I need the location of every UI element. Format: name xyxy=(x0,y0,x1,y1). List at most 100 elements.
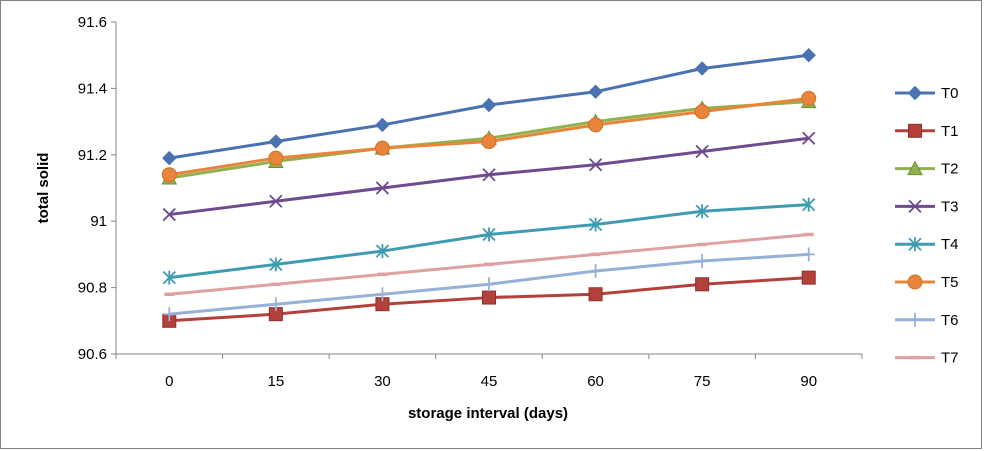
series-t0 xyxy=(162,47,816,166)
legend-label: T0 xyxy=(941,85,959,102)
series-t4-point xyxy=(482,227,496,242)
series-t0-point-shape xyxy=(375,117,390,133)
series-t1-point-shape xyxy=(588,287,603,302)
y-tick-label: 91.4 xyxy=(78,80,107,97)
legend-label: T3 xyxy=(941,198,959,215)
series-t3-point xyxy=(162,207,176,222)
series-t4-point xyxy=(802,197,816,212)
legend-item-t5: T5 xyxy=(895,274,959,291)
x-tick-label: 45 xyxy=(481,373,498,390)
series-t6-point xyxy=(589,264,602,278)
series-t4-point xyxy=(695,204,709,219)
legend-marker-stroke-b xyxy=(908,199,922,214)
series-t0-point-shape xyxy=(588,84,603,99)
legend-label: T5 xyxy=(941,274,959,291)
series-t1-point-shape xyxy=(482,290,496,305)
series-t5-point xyxy=(268,150,284,166)
series-t3-point-stroke-b xyxy=(802,131,816,145)
legend-item-t1: T1 xyxy=(895,123,959,140)
series-t0-point-shape xyxy=(694,61,710,76)
y-tick-label: 90.6 xyxy=(78,346,107,363)
legend-marker xyxy=(909,312,921,327)
y-tick-label: 91 xyxy=(90,213,107,230)
series-t6 xyxy=(163,247,815,322)
series-t0-point xyxy=(694,61,710,76)
legend-marker xyxy=(908,237,922,252)
legend-marker xyxy=(907,160,923,176)
series-layer xyxy=(161,47,817,328)
legend-item-t7: T7 xyxy=(895,350,959,367)
series-t4-point xyxy=(588,217,603,232)
series-t1-point xyxy=(482,290,496,305)
series-t4-point xyxy=(375,244,390,259)
series-t0-point xyxy=(162,150,177,166)
series-t3-point-stroke-b xyxy=(588,158,603,172)
series-t3-point xyxy=(375,181,390,195)
series-t5-point xyxy=(801,90,817,106)
legend-item-t0: T0 xyxy=(895,85,959,102)
series-t3-point-stroke-b xyxy=(269,194,283,208)
series-t1-point xyxy=(695,277,710,292)
series-t1-point-shape xyxy=(801,270,816,285)
series-t6-point xyxy=(376,287,389,302)
series-t6-point xyxy=(802,247,815,262)
y-axis-title: total solid xyxy=(35,153,52,224)
legend-marker xyxy=(908,199,922,214)
series-t3-point-stroke-b xyxy=(375,181,390,195)
series-t3-point-stroke-b xyxy=(162,207,176,222)
series-t6-point xyxy=(483,277,495,292)
series-t0-point xyxy=(801,47,816,63)
series-t6-point xyxy=(269,297,282,312)
legend-label: T7 xyxy=(941,350,959,367)
series-t6-point xyxy=(696,254,709,269)
series-t3-point-stroke-b xyxy=(695,144,709,159)
legend-item-t3: T3 xyxy=(895,198,959,215)
series-t5-point xyxy=(694,104,710,120)
series-t5-point xyxy=(588,117,604,133)
series-t4-point xyxy=(162,270,176,285)
series-t1-point xyxy=(801,270,816,285)
series-t3-point xyxy=(269,194,283,208)
x-tick-label: 30 xyxy=(374,373,391,390)
series-t5-point xyxy=(481,134,497,150)
x-axis-title: storage interval (days) xyxy=(408,405,568,422)
series-t3-point xyxy=(588,158,603,172)
series-t0-point xyxy=(375,117,390,133)
series-t5-point xyxy=(374,140,390,156)
series-t5 xyxy=(161,90,817,183)
y-tick-label: 90.8 xyxy=(78,280,107,297)
series-t3-point xyxy=(482,168,496,182)
legend-marker-shape xyxy=(908,123,922,138)
series-t1-point xyxy=(588,287,603,302)
series-t5-point-shape xyxy=(694,104,710,120)
series-t3-point xyxy=(802,131,816,145)
legend-item-t4: T4 xyxy=(895,236,959,253)
series-t1-point-shape xyxy=(695,277,710,292)
y-tick-label: 91.6 xyxy=(78,14,107,31)
series-t3-line xyxy=(169,136,809,217)
legend-label: T1 xyxy=(941,123,959,140)
series-t0-point-shape xyxy=(481,97,497,113)
series-t4-point xyxy=(269,257,283,272)
series-t7 xyxy=(164,232,814,296)
series-t0-point-shape xyxy=(801,47,816,63)
series-t3-point xyxy=(695,144,709,159)
series-t0-point xyxy=(588,84,603,99)
series-t4 xyxy=(162,197,816,285)
legend-marker xyxy=(908,123,922,138)
x-tick-label: 60 xyxy=(587,373,604,390)
legend-label: T6 xyxy=(941,312,959,329)
legend-item-t6: T6 xyxy=(895,312,959,329)
series-t5-point-shape xyxy=(268,150,284,166)
series-t5-point-shape xyxy=(161,167,177,183)
series-t0-point-shape xyxy=(162,150,177,166)
y-tick-label: 91.2 xyxy=(78,147,107,164)
series-t5-point-shape xyxy=(481,134,497,150)
series-t3-point-stroke-b xyxy=(482,168,496,182)
legend: T0 T1 T2 T3 T4 T5 T6 T7 xyxy=(895,85,959,367)
x-tick-label: 75 xyxy=(694,373,711,390)
legend-item-t2: T2 xyxy=(895,160,959,178)
legend-marker xyxy=(907,85,923,101)
x-tick-label: 90 xyxy=(800,373,817,390)
